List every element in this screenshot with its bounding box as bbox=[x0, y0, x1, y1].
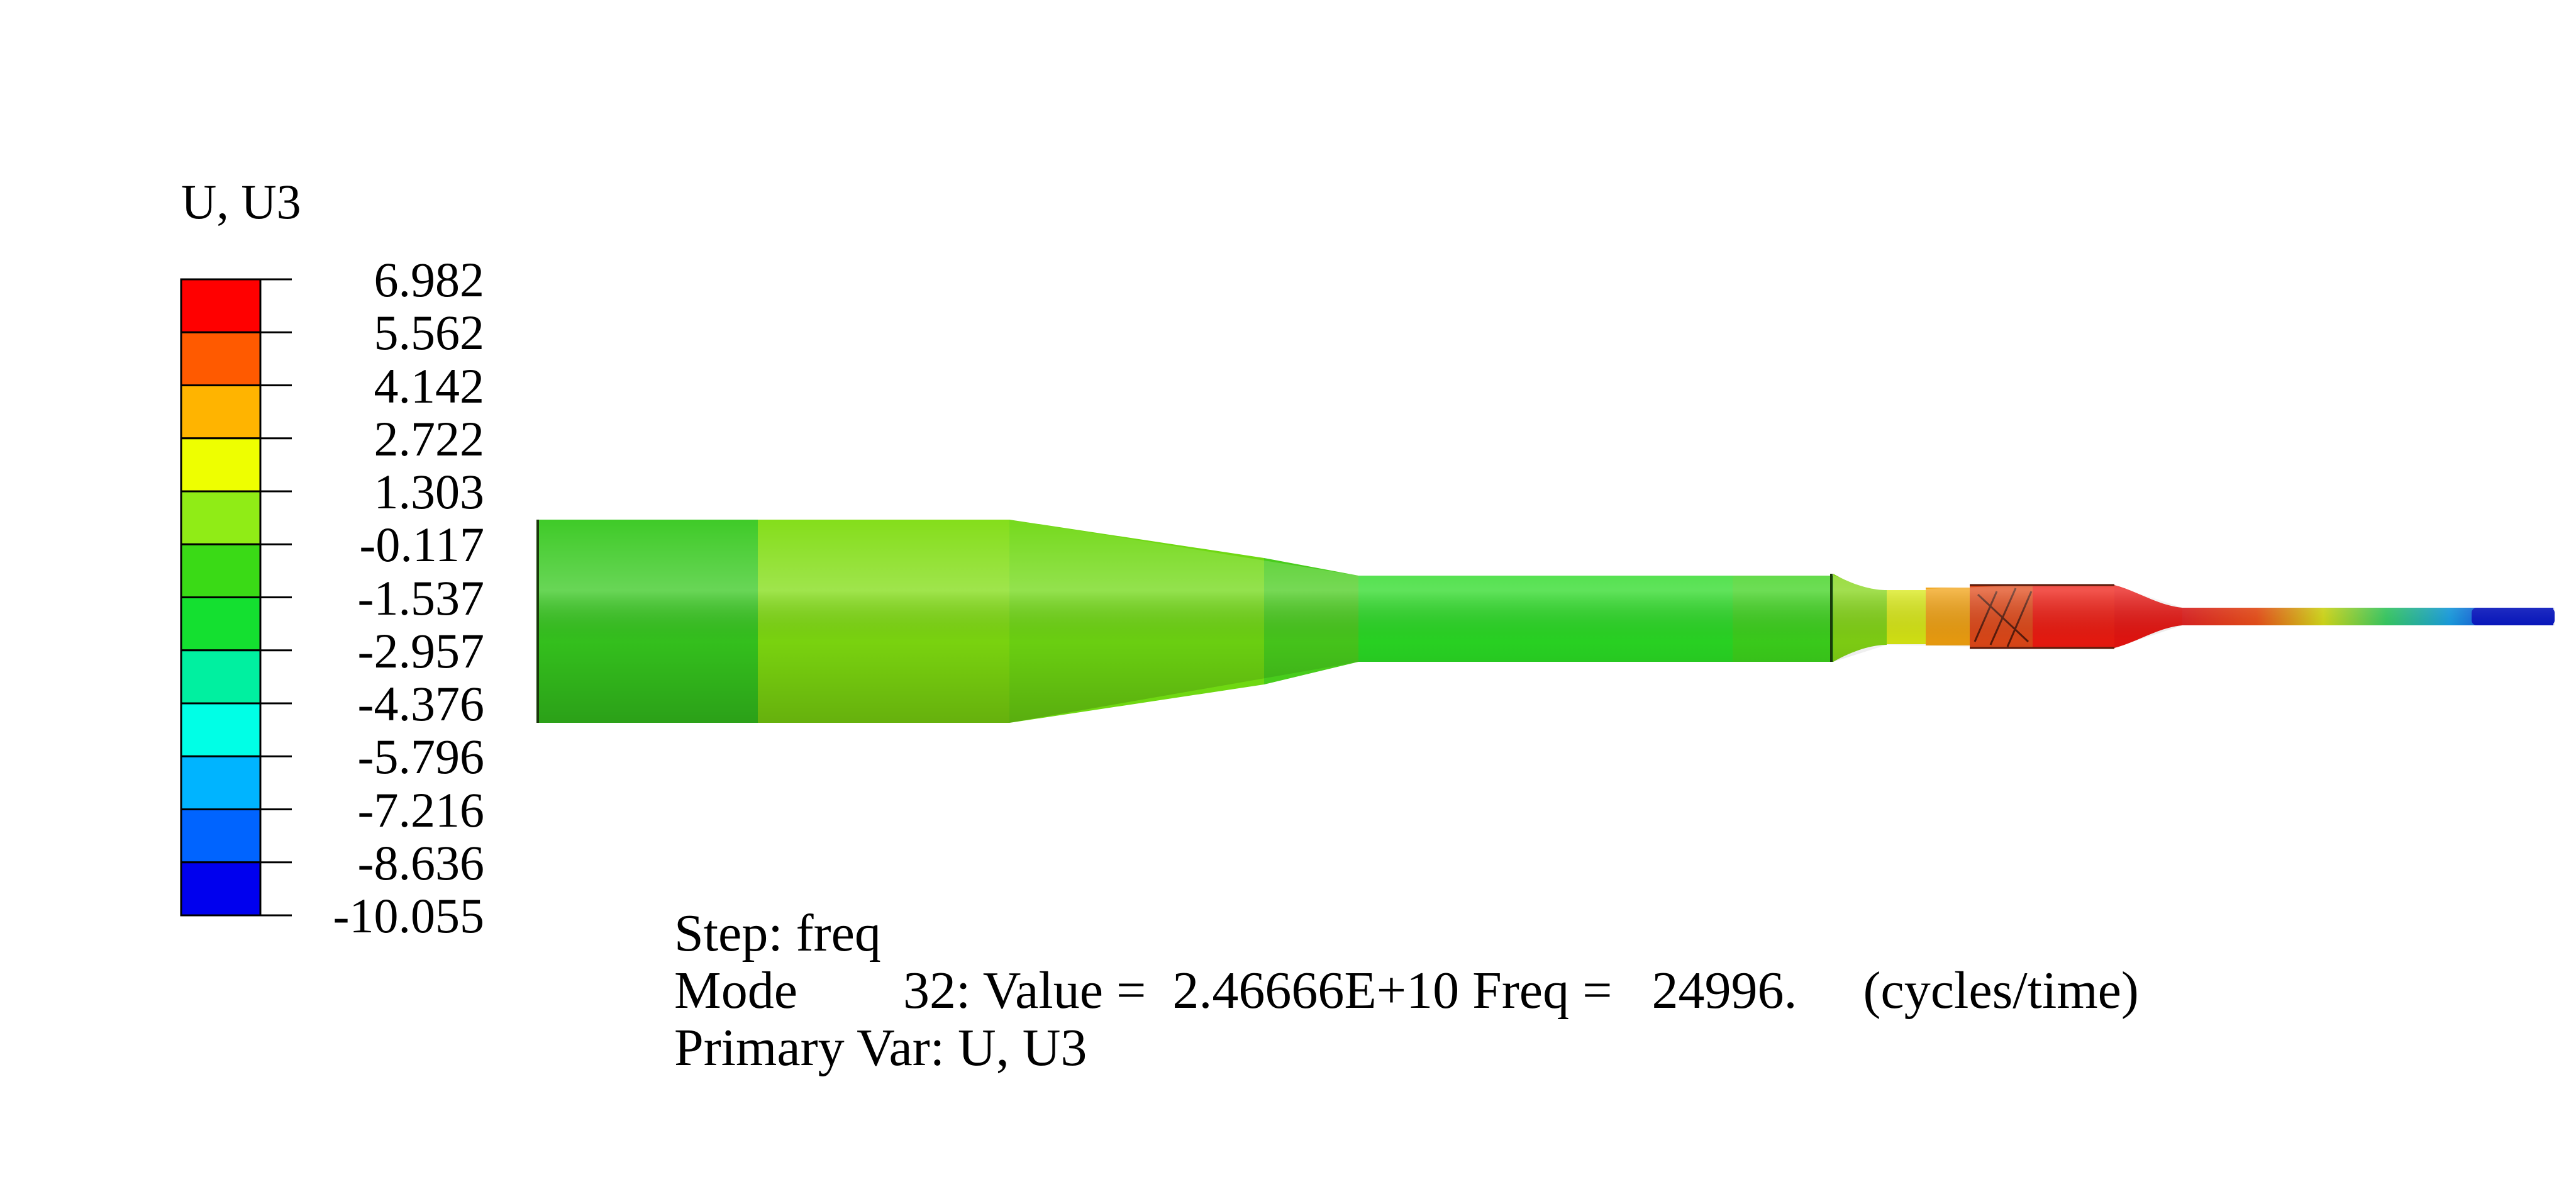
horn-model bbox=[536, 520, 2555, 723]
legend-value: -5.796 bbox=[357, 729, 484, 784]
legend-value: -7.216 bbox=[357, 782, 484, 837]
legend-color-band bbox=[180, 755, 262, 810]
legend-title: U, U3 bbox=[181, 174, 301, 229]
legend-color-band bbox=[180, 384, 262, 440]
legend-color-band bbox=[180, 861, 262, 917]
legend-color-bar bbox=[180, 278, 292, 917]
legend-color-band bbox=[180, 490, 262, 545]
legend-value: -1.537 bbox=[357, 570, 484, 625]
legend-value: -4.376 bbox=[357, 676, 484, 731]
legend-value: 2.722 bbox=[374, 411, 485, 466]
legend-value: -8.636 bbox=[357, 835, 484, 890]
mode-label: Mode 32: Value = 2.46666E+10 Freq = 2499… bbox=[674, 961, 2139, 1020]
step-label: Step: freq bbox=[674, 904, 881, 963]
legend-color-band bbox=[180, 437, 262, 493]
legend-color-band bbox=[180, 543, 262, 598]
legend-color-band bbox=[180, 702, 262, 757]
horn-shading bbox=[538, 520, 2555, 723]
legend-color-band bbox=[180, 649, 262, 705]
legend-value: 6.982 bbox=[374, 252, 485, 307]
legend-color-band bbox=[180, 596, 262, 652]
legend-value: -10.055 bbox=[333, 888, 484, 943]
legend-value: 5.562 bbox=[374, 305, 485, 360]
legend-value: 1.303 bbox=[374, 464, 485, 519]
primary-var-label: Primary Var: U, U3 bbox=[674, 1019, 1087, 1077]
legend-value: 4.142 bbox=[374, 358, 485, 413]
legend-color-band bbox=[180, 808, 262, 864]
legend-color-band bbox=[180, 278, 262, 333]
legend-value: -2.957 bbox=[357, 623, 484, 678]
legend-color-band bbox=[180, 331, 262, 386]
legend-value: -0.117 bbox=[359, 517, 484, 572]
